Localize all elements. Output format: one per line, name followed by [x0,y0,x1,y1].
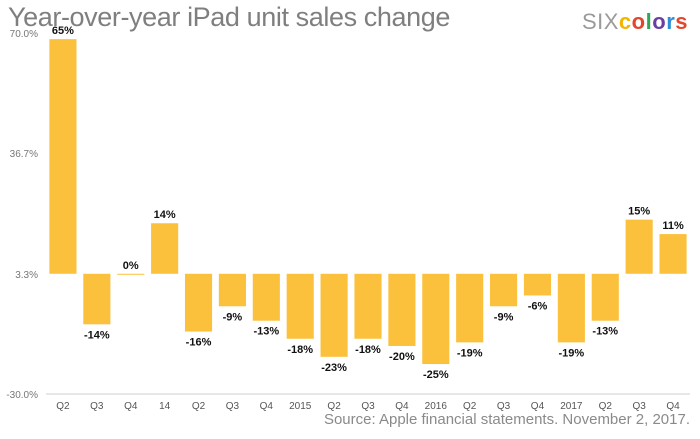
x-tick-label: Q3 [497,401,511,412]
x-tick-label: Q3 [361,401,375,412]
logo-letters: colors [619,9,688,34]
y-tick-label: -30.0% [6,390,38,401]
x-tick-label: Q3 [226,401,240,412]
x-tick-label: Q2 [56,401,70,412]
sixcolors-logo: SIXcolors [582,9,688,35]
x-tick-label: Q2 [599,401,613,412]
data-label: -6% [528,300,548,312]
y-tick-label: 36.7% [10,149,38,160]
bar [286,273,314,339]
data-label: 11% [662,220,684,232]
bar [388,273,416,346]
x-tick-label: 14 [159,401,171,412]
bar [523,273,552,296]
data-label: -19% [559,347,585,359]
x-tick-label: Q2 [192,401,206,412]
bar [557,273,585,343]
x-tick-label: 2015 [289,401,312,412]
bar [83,273,111,325]
bar [49,39,77,274]
bar [422,273,450,365]
bar [456,273,484,343]
x-tick-label: Q2 [327,401,341,412]
bar [218,273,246,307]
bar [151,223,179,274]
source-note: Source: Apple financial statements. Nove… [323,411,690,428]
data-label: -23% [321,362,347,374]
bar [490,273,518,307]
chart-title: Year-over-year iPad unit sales change [8,2,450,32]
bar [591,273,619,321]
x-tick-label: Q4 [260,401,274,412]
x-tick-label: Q4 [124,401,138,412]
bar [354,273,382,339]
x-tick-label: 2017 [560,401,583,412]
y-tick-label: 70.0% [10,29,38,40]
data-label: -13% [592,326,618,338]
bar [184,273,213,332]
bar [659,234,687,274]
data-label: -16% [186,337,212,349]
data-label: -18% [355,344,381,356]
x-tick-label: 2016 [425,401,448,412]
data-label: 0% [123,260,139,272]
data-label: 15% [628,206,650,218]
data-label: 14% [154,209,176,221]
y-tick-label: 3.3% [15,270,38,281]
data-label: -9% [494,311,514,323]
data-label: -19% [457,347,483,359]
data-label: -14% [84,329,110,341]
logo-letter: o [652,9,667,34]
logo-letter: l [645,9,653,34]
x-tick-label: Q3 [90,401,104,412]
x-tick-label: Q4 [666,401,680,412]
logo-letter: r [666,9,676,34]
data-label: -9% [223,311,243,323]
data-label: -18% [287,344,313,356]
data-label: -25% [423,369,449,381]
logo-prefix: SIX [581,9,619,34]
x-tick-label: Q4 [395,401,409,412]
bar [320,273,348,357]
bar [252,273,280,321]
data-label: -13% [253,326,279,338]
x-tick-label: Q2 [463,401,477,412]
x-tick-label: Q4 [531,401,545,412]
logo-letter: s [675,9,688,34]
bar [117,273,145,275]
data-label: -20% [389,351,415,363]
bar [625,219,653,274]
logo-letter: o [631,9,646,34]
x-tick-label: Q3 [632,401,646,412]
data-label: 65% [52,25,74,37]
logo-letter: c [618,9,632,34]
